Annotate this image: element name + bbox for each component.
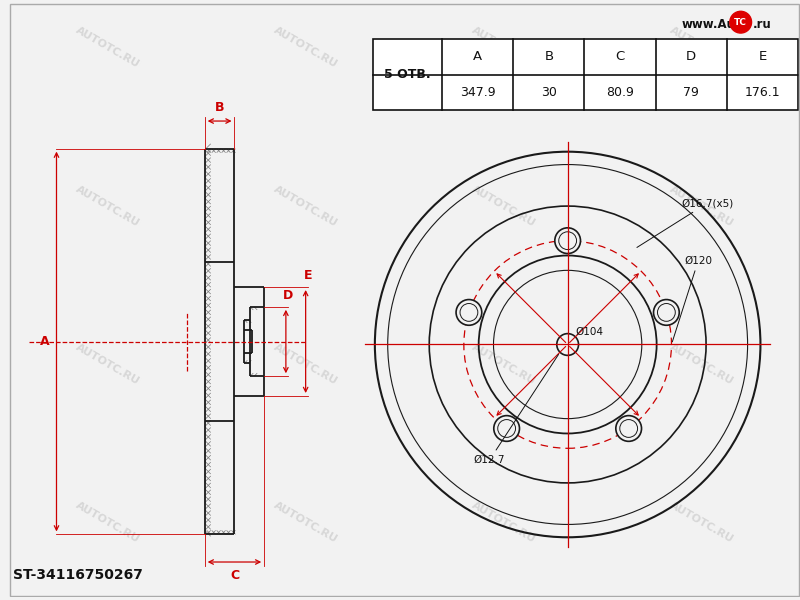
Text: AUTOTC.RU: AUTOTC.RU [667,500,735,545]
Text: AUTOTC.RU: AUTOTC.RU [74,184,142,229]
Circle shape [654,299,679,325]
Text: www.Auto: www.Auto [682,18,749,31]
Text: AUTOTC.RU: AUTOTC.RU [667,26,735,70]
Text: D: D [282,289,293,302]
Circle shape [456,299,482,325]
Text: AUTOTC.RU: AUTOTC.RU [470,342,537,386]
Text: AUTOTC.RU: AUTOTC.RU [74,342,142,386]
Circle shape [494,416,519,442]
Text: AUTOTC.RU: AUTOTC.RU [74,500,142,545]
Text: AUTOTC.RU: AUTOTC.RU [667,184,735,229]
FancyBboxPatch shape [373,39,798,110]
Text: D: D [686,50,696,63]
Text: TC: TC [734,17,747,26]
Text: AUTOTC.RU: AUTOTC.RU [470,26,537,70]
Text: ST-34116750267: ST-34116750267 [14,568,143,582]
Text: AUTOTC.RU: AUTOTC.RU [272,342,339,386]
Text: AUTOTC.RU: AUTOTC.RU [74,26,142,70]
Text: Ø120: Ø120 [672,256,712,342]
Circle shape [730,11,751,33]
Text: Ø104: Ø104 [575,326,603,337]
Text: AUTOTC.RU: AUTOTC.RU [470,500,537,545]
Text: B: B [544,50,554,63]
Text: Ø16.7(x5): Ø16.7(x5) [637,198,734,247]
Text: 30: 30 [541,86,557,99]
Text: AUTOTC.RU: AUTOTC.RU [272,500,339,545]
Text: A: A [40,335,50,348]
Text: A: A [473,50,482,63]
Text: Ø12.7: Ø12.7 [474,355,558,465]
Circle shape [555,228,581,254]
Circle shape [616,416,642,442]
Text: .ru: .ru [753,18,771,31]
Text: 176.1: 176.1 [745,86,780,99]
Text: E: E [758,50,766,63]
Text: AUTOTC.RU: AUTOTC.RU [272,26,339,70]
Text: C: C [230,569,239,583]
Text: 347.9: 347.9 [460,86,495,99]
Text: AUTOTC.RU: AUTOTC.RU [470,184,537,229]
Text: E: E [303,269,312,282]
Text: 79: 79 [683,86,699,99]
Text: AUTOTC.RU: AUTOTC.RU [272,184,339,229]
Text: AUTOTC.RU: AUTOTC.RU [667,342,735,386]
Text: C: C [615,50,625,63]
Text: 5 ОТВ.: 5 ОТВ. [384,68,430,81]
Text: 80.9: 80.9 [606,86,634,99]
Text: B: B [215,101,224,114]
